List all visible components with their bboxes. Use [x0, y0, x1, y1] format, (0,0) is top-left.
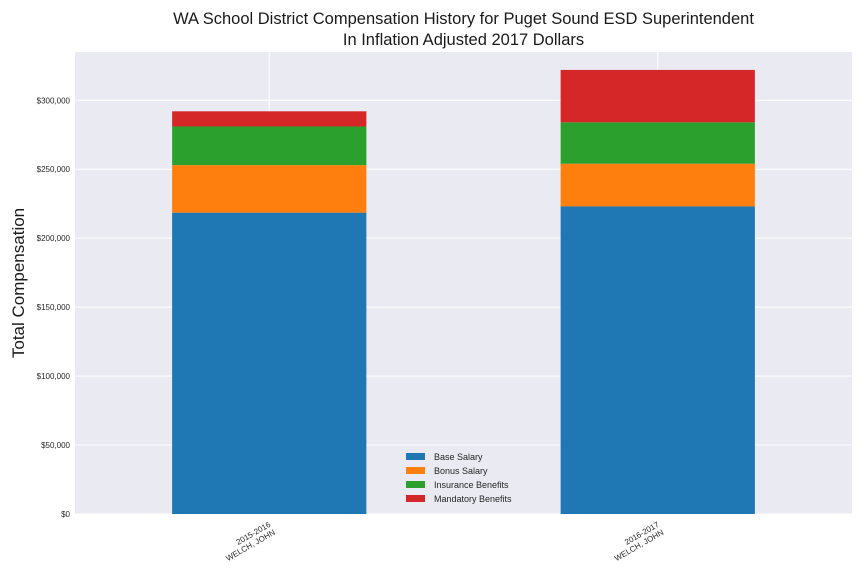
bar-insurance-benefits: [560, 122, 755, 164]
y-tick-label: $150,000: [37, 303, 71, 312]
legend-swatch-base-salary: [406, 453, 425, 460]
bar-insurance-benefits: [172, 126, 367, 166]
bars: [172, 69, 755, 515]
chart-subtitle: In Inflation Adjusted 2017 Dollars: [343, 31, 584, 49]
legend-swatch-bonus-salary: [406, 467, 425, 474]
y-tick-label: $200,000: [37, 234, 71, 243]
legend-label-base-salary: Base Salary: [434, 452, 483, 462]
y-axis-label: Total Compensation: [9, 208, 28, 358]
y-tick-label: $0: [61, 510, 70, 519]
y-tick-label: $50,000: [41, 441, 70, 450]
y-tick-label: $300,000: [37, 96, 71, 105]
y-tick-labels: $0 $50,000 $100,000 $150,000 $200,000 $250,00…: [37, 96, 71, 519]
legend-swatch-insurance-benefits: [406, 481, 425, 488]
bar-mandatory-benefits: [172, 111, 367, 127]
y-tick-label: $100,000: [37, 372, 71, 381]
legend-label-bonus-salary: Bonus Salary: [434, 466, 488, 476]
bar-bonus-salary: [172, 165, 367, 213]
legend-swatch-mandatory-benefits: [406, 495, 425, 502]
legend: Base Salary Bonus Salary Insurance Benefit…: [406, 452, 512, 504]
bar-bonus-salary: [560, 163, 755, 207]
bar-base-salary: [560, 206, 755, 514]
bar-base-salary: [172, 212, 367, 515]
bar-mandatory-benefits: [560, 69, 755, 123]
chart-title: WA School District Compensation History …: [173, 10, 754, 28]
legend-label-insurance-benefits: Insurance Benefits: [434, 480, 509, 490]
legend-label-mandatory-benefits: Mandatory Benefits: [434, 494, 512, 504]
y-tick-label: $250,000: [37, 165, 71, 174]
